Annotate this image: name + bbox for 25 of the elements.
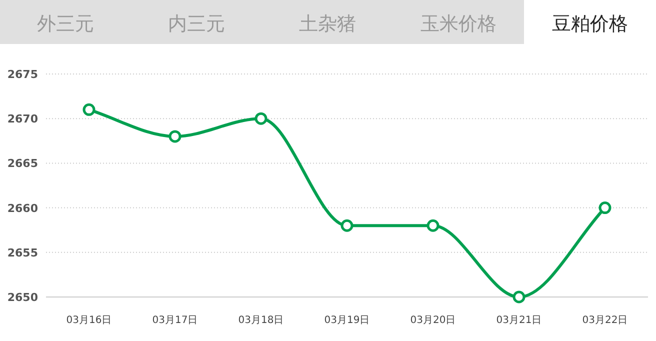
point — [598, 202, 612, 214]
x-tick-label: 03月20日 — [410, 315, 456, 326]
y-tick-label: 2665 — [7, 157, 38, 170]
point — [512, 290, 526, 304]
point — [426, 219, 440, 232]
point — [254, 112, 268, 125]
text: 土杂猪 — [299, 13, 356, 35]
x-tick-label: 03月18日 — [238, 315, 284, 326]
y-tick-label: 2650 — [7, 291, 38, 304]
y-tick-label: 2670 — [7, 112, 38, 126]
x-tick-label: 03月21日 — [496, 315, 542, 326]
text: 外三元 — [37, 13, 94, 35]
y-tick-label: 2655 — [7, 246, 38, 260]
x-tick-label: 03月16日 — [66, 315, 112, 326]
x-tick-label: 03月19日 — [324, 315, 370, 326]
text: 玉米价格 — [420, 13, 496, 35]
x-tick-label: 03月22日 — [582, 315, 628, 326]
x-tick-label: 03月17日 — [152, 315, 198, 326]
y-tick-label: 2660 — [7, 202, 38, 215]
point — [168, 130, 182, 143]
point — [340, 219, 354, 232]
y-tick-label: 2675 — [7, 68, 38, 81]
chart-title: 豆粕价格 — [552, 13, 628, 35]
text: 内三元 — [168, 13, 225, 35]
point — [82, 103, 96, 116]
